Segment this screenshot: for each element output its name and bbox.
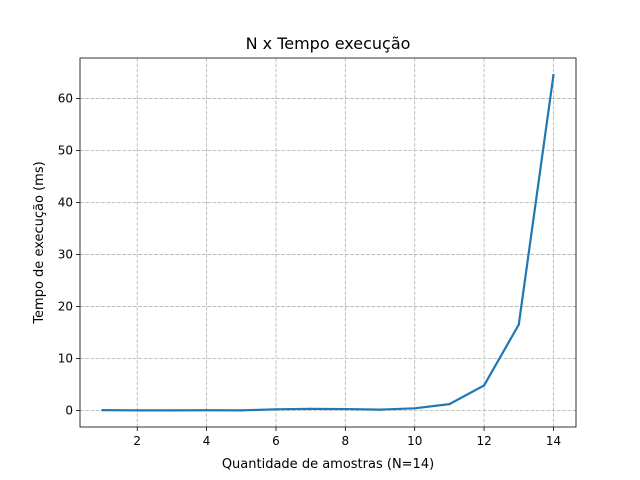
y-axis-ticks: 0 10 20 30 40 50 60 [58,92,80,417]
data-point [413,407,416,410]
data-point [240,409,243,412]
data-point [552,74,555,77]
y-tick-label: 50 [58,144,73,158]
x-axis-label: Quantidade de amostras (N=14) [222,457,434,472]
series-line [101,73,555,412]
grid [80,58,576,427]
y-tick-label: 0 [65,403,73,417]
x-tick-label: 4 [203,434,211,448]
y-tick-label: 60 [58,92,73,106]
data-point [344,407,347,411]
data-point [136,409,139,412]
y-tick-label: 20 [58,299,73,313]
axes [79,57,577,428]
y-axis-label: Tempo de execução (ms) [32,161,47,324]
x-tick-label: 12 [476,434,491,448]
chart-title: N x Tempo execução [246,34,411,53]
data-point [170,409,174,412]
data-point [274,408,278,411]
y-tick-label: 40 [58,195,73,209]
x-tick-label: 8 [342,434,350,448]
data-point [517,323,520,326]
x-tick-label: 14 [546,434,561,448]
data-point [448,403,451,406]
data-point [378,408,382,411]
y-tick-label: 10 [58,351,73,365]
data-point [482,384,486,387]
y-tick-label: 30 [58,247,73,261]
x-tick-label: 2 [133,434,141,448]
plot-frame [79,57,577,428]
data-point [309,407,312,410]
x-axis-ticks: 2 4 6 8 10 12 14 [133,427,561,448]
series-group [101,73,555,412]
data-point [205,409,208,412]
x-tick-label: 6 [272,434,280,448]
data-point [101,409,104,412]
x-tick-label: 10 [407,434,422,448]
